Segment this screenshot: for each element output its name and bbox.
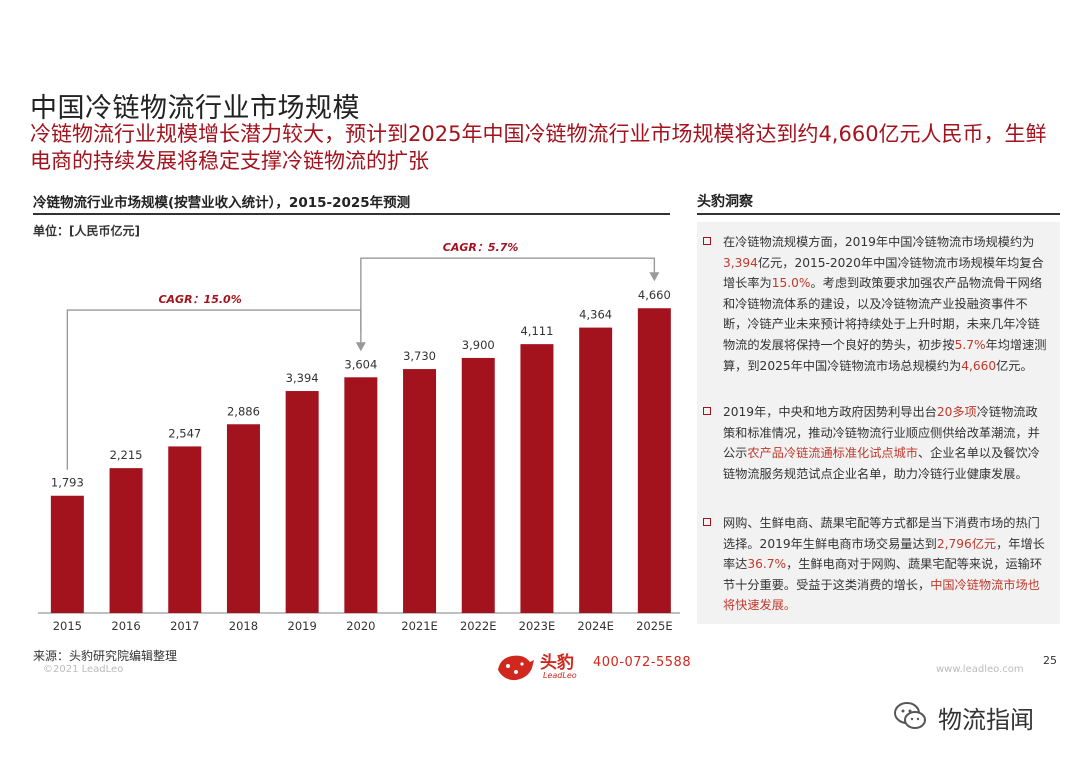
bar-2025E bbox=[637, 308, 671, 613]
logo-subtext: LeadLeo bbox=[543, 671, 577, 680]
bar-2021E bbox=[403, 369, 437, 613]
x-tick-label: 2015 bbox=[53, 619, 82, 633]
source-note: 来源：头豹研究院编辑整理 bbox=[33, 649, 178, 663]
body-text: 2019年，中央和地方政府因势利导出台 bbox=[723, 405, 937, 419]
body-text: ，年增长率达 bbox=[723, 536, 1045, 572]
body-text: 亿元。 bbox=[996, 358, 1033, 373]
highlight-text: 4,660 bbox=[961, 358, 997, 373]
cagr-label: CAGR：5.7% bbox=[443, 241, 519, 254]
chart-title-divider bbox=[33, 213, 670, 215]
data-label: 3,394 bbox=[286, 371, 319, 385]
insight-bullet-1: 在冷链物流规模方面，2019年中国冷链物流市场规模约为 3,394亿元，2015-… bbox=[703, 232, 1048, 376]
page-number: 25 bbox=[1043, 654, 1057, 667]
x-tick-label: 2016 bbox=[111, 619, 140, 633]
bar-2019 bbox=[285, 391, 319, 613]
website: www.leadleo.com bbox=[936, 664, 1024, 675]
slide-title: 中国冷链物流行业市场规模 bbox=[30, 93, 360, 124]
cagr-label: CAGR：15.0% bbox=[158, 293, 241, 306]
x-tick-label: 2021E bbox=[401, 619, 438, 633]
insight-title: 头豹洞察 bbox=[697, 194, 753, 210]
data-label: 2,886 bbox=[227, 404, 260, 418]
insight-title-divider bbox=[697, 213, 1060, 215]
cagr-bracket-line bbox=[360, 257, 656, 333]
data-label: 3,604 bbox=[344, 357, 377, 371]
bar-2015 bbox=[50, 495, 84, 613]
chart-unit-label: 单位：[人民币亿元] bbox=[33, 224, 140, 238]
body-text: 网购、生鲜电商、蔬果宅配等方式都是当下消费市场的热门选择。2019年生鲜电商市场… bbox=[723, 516, 1040, 551]
x-tick-label: 2020 bbox=[346, 619, 375, 633]
bar-2017 bbox=[168, 446, 202, 613]
body-text: 。考虑到政策要求加强农产品物流骨干网络和冷链物流体系的建设，以及冷链物流产业投融… bbox=[723, 276, 1043, 352]
highlight-text: 3,394 bbox=[723, 255, 758, 270]
bar-2020 bbox=[344, 377, 378, 613]
insight-bullet-2: 2019年，中央和地方政府因势利导出台20多项冷链物流政策和标准情况，推动冷链物… bbox=[703, 402, 1048, 484]
bullet-square-icon bbox=[703, 237, 711, 245]
body-text: 冷链物流政策和标准情况，推动冷链物流行业顺应侧供给改革潮流，并公示 bbox=[723, 405, 1040, 461]
phone-number: 400-072-5588 bbox=[593, 655, 692, 670]
body-text: 、企业名单以及餐饮冷链物流服务规范试点企业名单，助力冷链行业健康发展。 bbox=[723, 446, 1040, 481]
bar-2016 bbox=[109, 468, 143, 613]
data-label: 1,793 bbox=[51, 476, 84, 490]
bullet-square-icon bbox=[703, 518, 711, 526]
highlight-text: 20多项 bbox=[936, 405, 977, 419]
chart-title: 冷链物流行业市场规模(按营业收入统计），2015-2025年预测 bbox=[33, 195, 411, 211]
highlight-text: 中国冷链物流市场也将快速发展。 bbox=[723, 577, 1040, 613]
highlight-text: 农产品冷链流通标准化试点城市 bbox=[747, 446, 918, 461]
body-text: 在冷链物流规模方面，2019年中国冷链物流市场规模约为 bbox=[723, 235, 1035, 249]
x-tick-label: 2017 bbox=[170, 619, 199, 633]
body-text: ，生鲜电商对于网购、蔬果宅配等来说，运输环节十分重要。受益于这类消费的增长， bbox=[723, 557, 1043, 592]
highlight-text: 5.7% bbox=[954, 337, 986, 352]
data-label: 2,547 bbox=[168, 426, 201, 440]
x-tick-label: 2019 bbox=[288, 619, 317, 633]
data-label: 3,900 bbox=[462, 338, 495, 352]
watermark-text: 物流指闻 bbox=[938, 706, 1034, 734]
leopard-logo-icon bbox=[498, 655, 534, 681]
insight-panel: 在冷链物流规模方面，2019年中国冷链物流市场规模约为 3,394亿元，2015-… bbox=[697, 222, 1060, 624]
insight-bullet-text: 网购、生鲜电商、蔬果宅配等方式都是当下消费市场的热门选择。2019年生鲜电商市场… bbox=[723, 513, 1048, 616]
x-tick-label: 2023E bbox=[519, 619, 556, 633]
cagr-arrow-head bbox=[649, 272, 660, 282]
x-tick-label: 2018 bbox=[229, 619, 258, 633]
body-text: 亿元，2015-2020年中国冷链物流市场规模年均复合增长率为 bbox=[723, 255, 1044, 291]
copyright: ©2021 LeadLeo bbox=[43, 664, 124, 675]
insight-bullet-text: 在冷链物流规模方面，2019年中国冷链物流市场规模约为 3,394亿元，2015-… bbox=[723, 232, 1048, 376]
insight-bullet-text: 2019年，中央和地方政府因势利导出台20多项冷链物流政策和标准情况，推动冷链物… bbox=[723, 402, 1048, 484]
data-label: 4,111 bbox=[520, 324, 553, 338]
data-label: 4,660 bbox=[638, 288, 671, 302]
data-label: 4,364 bbox=[579, 308, 612, 322]
data-label: 2,215 bbox=[110, 448, 143, 462]
x-tick-label: 2025E bbox=[636, 619, 673, 633]
highlight-text: 2,796亿元 bbox=[936, 536, 997, 551]
bar-2024E bbox=[579, 327, 613, 613]
bar-2022E bbox=[461, 357, 495, 613]
x-tick-label: 2024E bbox=[577, 619, 614, 633]
body-text: 年均增速测算，到2025年中国冷链物流市场总规模约为 bbox=[723, 337, 1047, 373]
insight-bullet-3: 网购、生鲜电商、蔬果宅配等方式都是当下消费市场的热门选择。2019年生鲜电商市场… bbox=[703, 513, 1048, 616]
data-label: 3,730 bbox=[403, 349, 436, 363]
bullet-square-icon bbox=[703, 407, 711, 415]
bar-2018 bbox=[226, 424, 260, 613]
slide-subtitle: 冷链物流行业规模增长潜力较大，预计到2025年中国冷链物流行业市场规模将达到约4… bbox=[30, 122, 1047, 173]
highlight-text: 15.0% bbox=[771, 276, 811, 291]
logo-text: 头豹 bbox=[540, 653, 574, 673]
x-tick-label: 2022E bbox=[460, 619, 497, 633]
market-size-bar-chart: 1,793 2015 2,215 2016 2,547 2017 2,886 2018 3,39… bbox=[38, 241, 680, 633]
wechat-icon bbox=[894, 702, 926, 729]
cagr-arrow-head bbox=[355, 342, 366, 352]
highlight-text: 36.7% bbox=[747, 557, 787, 572]
bar-2023E bbox=[520, 344, 554, 613]
